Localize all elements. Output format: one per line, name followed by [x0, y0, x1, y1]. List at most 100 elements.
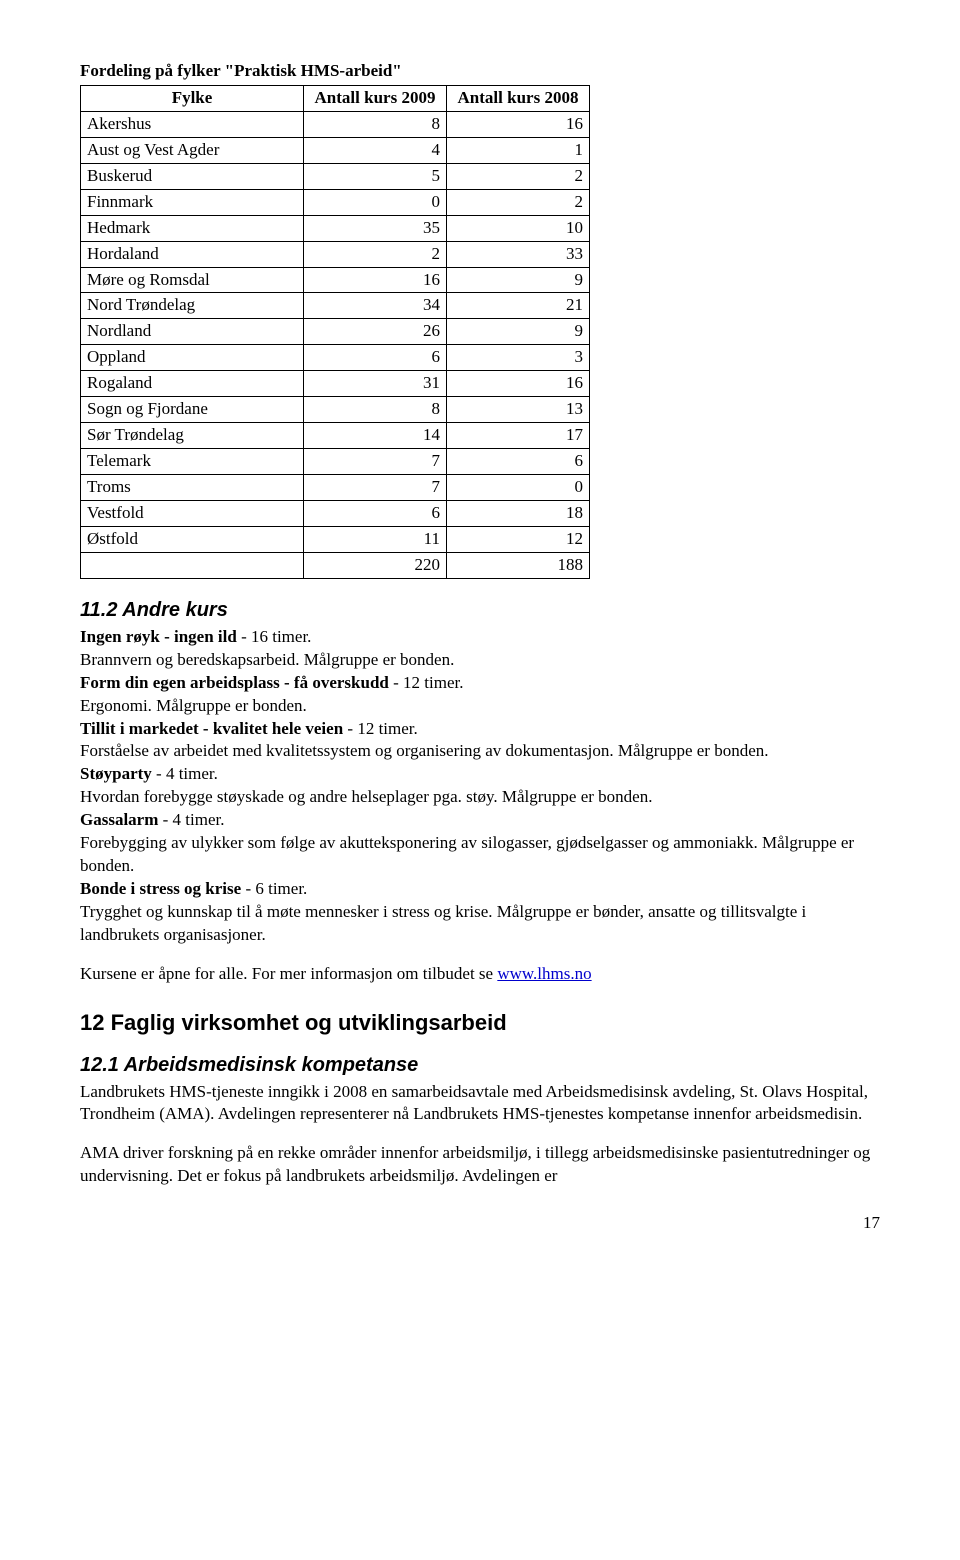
cell-2008: 10: [447, 215, 590, 241]
table-row: Hedmark3510: [81, 215, 590, 241]
course-desc: Ergonomi. Målgruppe er bonden.: [80, 696, 307, 715]
cell-2009: 220: [304, 552, 447, 578]
table-row: 220188: [81, 552, 590, 578]
cell-fylke: Østfold: [81, 526, 304, 552]
table-row: Hordaland233: [81, 241, 590, 267]
cell-2008: 0: [447, 475, 590, 501]
course-desc: Forebygging av ulykker som følge av akut…: [80, 833, 854, 875]
table-header-row: Fylke Antall kurs 2009 Antall kurs 2008: [81, 85, 590, 111]
table-row: Rogaland3116: [81, 371, 590, 397]
cell-2009: 16: [304, 267, 447, 293]
cell-2008: 21: [447, 293, 590, 319]
cell-fylke: Møre og Romsdal: [81, 267, 304, 293]
table-row: Troms70: [81, 475, 590, 501]
lhms-link[interactable]: www.lhms.no: [497, 964, 591, 983]
cell-fylke: Oppland: [81, 345, 304, 371]
course-title: Bonde i stress og krise: [80, 879, 241, 898]
cell-2008: 33: [447, 241, 590, 267]
course-title: Ingen røyk - ingen ild: [80, 627, 237, 646]
cell-fylke: Buskerud: [81, 163, 304, 189]
cell-2009: 8: [304, 397, 447, 423]
cell-fylke: Rogaland: [81, 371, 304, 397]
heading-12-1: 12.1 Arbeidsmedisinsk kompetanse: [80, 1052, 880, 1079]
table-row: Buskerud52: [81, 163, 590, 189]
closing-pre: Kursene er åpne for alle. For mer inform…: [80, 964, 497, 983]
table-header-fylke: Fylke: [81, 85, 304, 111]
county-table: Fylke Antall kurs 2009 Antall kurs 2008 …: [80, 85, 590, 579]
cell-2009: 4: [304, 137, 447, 163]
cell-2009: 6: [304, 345, 447, 371]
table-title: Fordeling på fylker "Praktisk HMS-arbeid…: [80, 60, 880, 83]
cell-2009: 14: [304, 423, 447, 449]
cell-2008: 188: [447, 552, 590, 578]
cell-fylke: Akershus: [81, 111, 304, 137]
cell-2008: 9: [447, 319, 590, 345]
table-row: Østfold1112: [81, 526, 590, 552]
cell-2008: 2: [447, 189, 590, 215]
course-title: Gassalarm: [80, 810, 158, 829]
cell-fylke: Sogn og Fjordane: [81, 397, 304, 423]
cell-2008: 16: [447, 111, 590, 137]
cell-2009: 31: [304, 371, 447, 397]
cell-2009: 5: [304, 163, 447, 189]
cell-fylke: Hedmark: [81, 215, 304, 241]
table-row: Nordland269: [81, 319, 590, 345]
cell-2009: 34: [304, 293, 447, 319]
table-row: Telemark76: [81, 449, 590, 475]
course-title: Form din egen arbeidsplass - få overskud…: [80, 673, 389, 692]
cell-2009: 35: [304, 215, 447, 241]
cell-2009: 26: [304, 319, 447, 345]
cell-2008: 17: [447, 423, 590, 449]
cell-2008: 3: [447, 345, 590, 371]
cell-fylke: Nord Trøndelag: [81, 293, 304, 319]
cell-2009: 11: [304, 526, 447, 552]
course-desc: Hvordan forebygge støyskade og andre hel…: [80, 787, 652, 806]
course-desc: Forståelse av arbeidet med kvalitetssyst…: [80, 741, 769, 760]
cell-fylke: [81, 552, 304, 578]
cell-2009: 7: [304, 475, 447, 501]
course-list: Ingen røyk - ingen ild - 16 timer.Brannv…: [80, 626, 880, 947]
table-header-2008: Antall kurs 2008: [447, 85, 590, 111]
courses-closing: Kursene er åpne for alle. For mer inform…: [80, 963, 880, 986]
table-row: Vestfold618: [81, 500, 590, 526]
page-number: 17: [80, 1212, 880, 1235]
cell-fylke: Aust og Vest Agder: [81, 137, 304, 163]
cell-2008: 2: [447, 163, 590, 189]
table-row: Oppland63: [81, 345, 590, 371]
table-row: Finnmark02: [81, 189, 590, 215]
cell-2008: 16: [447, 371, 590, 397]
cell-fylke: Telemark: [81, 449, 304, 475]
table-header-2009: Antall kurs 2009: [304, 85, 447, 111]
cell-2009: 2: [304, 241, 447, 267]
cell-2009: 7: [304, 449, 447, 475]
table-row: Nord Trøndelag3421: [81, 293, 590, 319]
table-row: Sør Trøndelag1417: [81, 423, 590, 449]
cell-fylke: Sør Trøndelag: [81, 423, 304, 449]
course-desc: Trygghet og kunnskap til å møte menneske…: [80, 902, 806, 944]
cell-2008: 9: [447, 267, 590, 293]
cell-2009: 6: [304, 500, 447, 526]
cell-2009: 8: [304, 111, 447, 137]
cell-2008: 18: [447, 500, 590, 526]
cell-2008: 1: [447, 137, 590, 163]
cell-2008: 13: [447, 397, 590, 423]
table-row: Akershus816: [81, 111, 590, 137]
course-desc: Brannvern og beredskapsarbeid. Målgruppe…: [80, 650, 454, 669]
table-row: Sogn og Fjordane813: [81, 397, 590, 423]
heading-12: 12 Faglig virksomhet og utviklingsarbeid: [80, 1008, 880, 1038]
cell-fylke: Troms: [81, 475, 304, 501]
cell-fylke: Hordaland: [81, 241, 304, 267]
heading-11-2: 11.2 Andre kurs: [80, 597, 880, 624]
cell-2009: 0: [304, 189, 447, 215]
sec121-para2: AMA driver forskning på en rekke områder…: [80, 1142, 880, 1188]
cell-fylke: Finnmark: [81, 189, 304, 215]
course-title: Støyparty: [80, 764, 152, 783]
course-title: Tillit i markedet - kvalitet hele veien: [80, 719, 343, 738]
cell-2008: 12: [447, 526, 590, 552]
cell-fylke: Nordland: [81, 319, 304, 345]
cell-2008: 6: [447, 449, 590, 475]
cell-fylke: Vestfold: [81, 500, 304, 526]
table-row: Møre og Romsdal169: [81, 267, 590, 293]
sec121-para1: Landbrukets HMS-tjeneste inngikk i 2008 …: [80, 1081, 880, 1127]
table-row: Aust og Vest Agder41: [81, 137, 590, 163]
